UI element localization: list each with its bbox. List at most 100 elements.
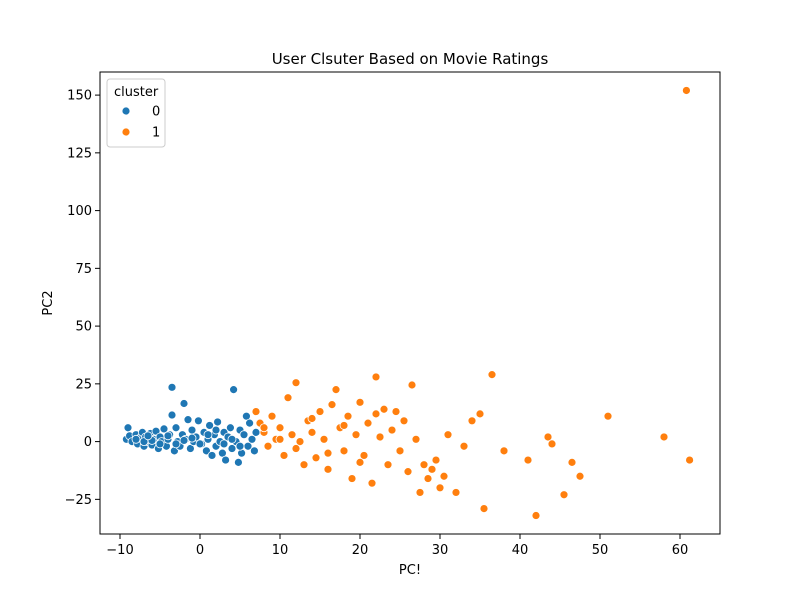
legend-marker-cluster-0: [121, 106, 131, 116]
data-point-cluster-1: [339, 446, 349, 456]
data-point-cluster-1: [251, 407, 261, 416]
data-point-cluster-0: [221, 455, 231, 465]
data-point-cluster-0: [229, 385, 239, 395]
data-point-cluster-1: [275, 434, 285, 444]
legend-label-cluster-1: 1: [152, 126, 160, 141]
legend-items: 01: [121, 105, 160, 141]
x-tick-label: 40: [512, 543, 529, 558]
data-point-cluster-0: [207, 451, 217, 460]
data-point-cluster-1: [423, 474, 433, 483]
data-point-cluster-0: [235, 441, 245, 451]
data-point-cluster-1: [443, 430, 453, 440]
x-axis-label: PC!: [399, 563, 421, 578]
data-point-cluster-1: [343, 411, 353, 421]
data-point-cluster-1: [323, 448, 333, 458]
data-point-cluster-0: [159, 424, 169, 434]
data-point-cluster-0: [203, 430, 213, 440]
data-point-cluster-1: [323, 464, 333, 474]
data-point-cluster-1: [439, 471, 449, 481]
data-point-cluster-0: [131, 434, 141, 444]
x-tick-label: 10: [272, 543, 289, 558]
data-point-cluster-0: [171, 439, 181, 449]
data-point-cluster-1: [347, 474, 357, 483]
y-axis-label: PC2: [41, 290, 56, 315]
data-point-cluster-1: [451, 488, 461, 497]
data-point-cluster-1: [603, 411, 613, 421]
data-point-cluster-1: [391, 407, 401, 416]
y-tick-label: 150: [67, 89, 92, 104]
data-point-cluster-1: [267, 411, 277, 421]
data-point-cluster-1: [475, 409, 485, 419]
data-point-cluster-1: [543, 432, 553, 442]
data-point-cluster-1: [355, 397, 365, 407]
data-point-cluster-1: [559, 490, 569, 500]
data-point-cluster-1: [467, 416, 477, 426]
legend-label-cluster-0: 0: [152, 105, 160, 120]
data-point-cluster-0: [195, 439, 205, 449]
data-point-cluster-0: [167, 382, 177, 392]
y-tick-label: 25: [75, 377, 92, 392]
data-point-cluster-0: [227, 434, 237, 444]
data-point-cluster-0: [205, 421, 215, 430]
data-point-cluster-1: [367, 478, 377, 488]
data-point-cluster-0: [193, 416, 203, 426]
data-point-cluster-0: [187, 433, 197, 443]
data-point-cluster-1: [659, 432, 669, 442]
data-point-cluster-1: [411, 434, 421, 444]
y-tick-label: 125: [67, 146, 92, 161]
data-point-cluster-0: [211, 425, 221, 435]
data-point-cluster-1: [311, 453, 321, 463]
data-point-cluster-1: [291, 378, 301, 388]
x-tick-label: 50: [592, 543, 609, 558]
data-point-cluster-1: [575, 471, 585, 481]
data-point-cluster-1: [383, 460, 393, 470]
data-point-cluster-1: [295, 437, 305, 447]
data-point-cluster-1: [499, 446, 509, 456]
data-point-cluster-1: [319, 434, 329, 444]
data-point-cluster-1: [379, 404, 389, 414]
x-tick-label: 0: [196, 543, 204, 558]
data-point-cluster-1: [479, 504, 489, 513]
chart-title: User Clsuter Based on Movie Ratings: [272, 50, 549, 68]
data-point-cluster-0: [123, 423, 133, 433]
data-point-cluster-0: [201, 446, 211, 456]
data-point-cluster-0: [179, 399, 189, 408]
data-point-cluster-0: [183, 415, 193, 425]
data-point-cluster-1: [375, 432, 385, 442]
data-point-cluster-1: [399, 416, 409, 426]
data-point-cluster-0: [249, 446, 259, 456]
data-point-cluster-1: [259, 423, 269, 433]
data-point-cluster-0: [251, 427, 261, 437]
x-tick-label: 20: [352, 543, 369, 558]
x-axis: −10 0 10 20 30 40 50 60: [106, 534, 688, 558]
data-point-cluster-1: [371, 372, 381, 382]
data-point-cluster-0: [143, 431, 153, 441]
y-tick-label: 0: [84, 435, 92, 450]
legend: cluster 01: [106, 78, 166, 148]
data-point-cluster-1: [287, 430, 297, 440]
data-point-cluster-1: [567, 457, 577, 467]
x-tick-label: −10: [106, 543, 133, 558]
data-point-cluster-1: [431, 455, 441, 465]
y-axis: −25 0 25 50 75 100 125 150: [65, 89, 100, 508]
data-point-cluster-0: [179, 436, 189, 445]
data-point-cluster-1: [351, 430, 361, 440]
data-point-cluster-1: [682, 86, 691, 95]
data-point-cluster-0: [245, 418, 255, 428]
data-point-cluster-0: [247, 434, 257, 444]
data-point-cluster-1: [279, 451, 289, 460]
data-point-cluster-1: [371, 409, 381, 419]
legend-box: [106, 78, 166, 148]
legend-title: cluster: [114, 85, 159, 100]
data-point-cluster-1: [531, 511, 541, 520]
data-point-cluster-0: [167, 410, 177, 420]
data-point-cluster-1: [419, 460, 429, 470]
legend-marker-cluster-1: [121, 127, 131, 137]
data-point-cluster-1: [395, 446, 405, 456]
data-point-cluster-0: [227, 444, 237, 453]
y-tick-label: 50: [75, 320, 92, 335]
data-point-cluster-1: [363, 418, 373, 428]
data-point-cluster-1: [315, 407, 325, 416]
data-point-cluster-1: [403, 467, 413, 477]
data-point-cluster-1: [685, 455, 694, 465]
